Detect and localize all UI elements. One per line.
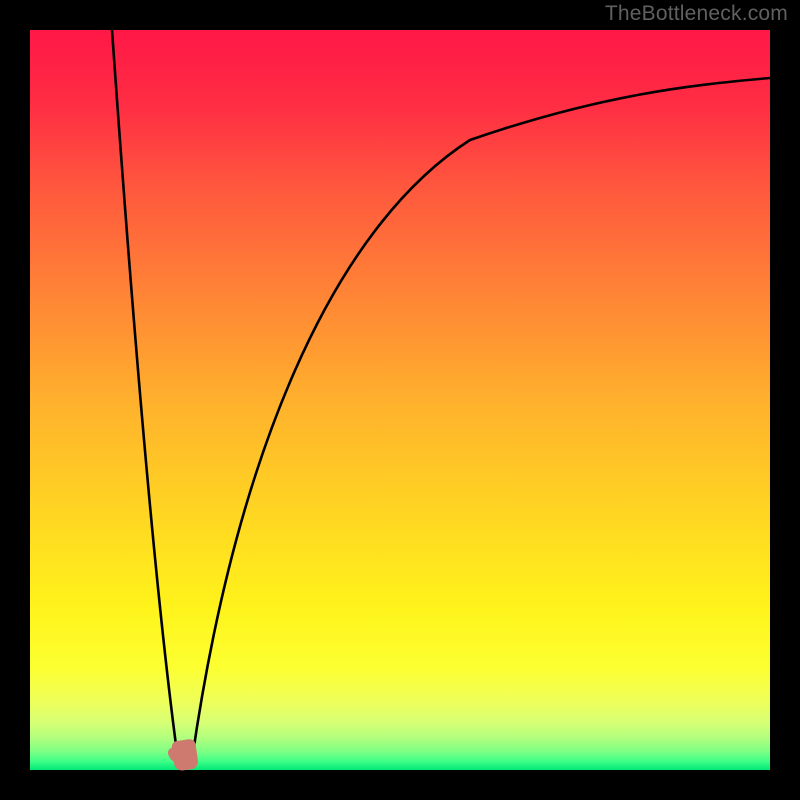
curve-left-branch bbox=[112, 30, 178, 760]
bottleneck-curve bbox=[30, 30, 770, 770]
plot-area bbox=[30, 30, 770, 770]
watermark-text: TheBottleneck.com bbox=[605, 2, 788, 26]
curve-right-branch bbox=[192, 78, 770, 760]
optimal-point-marker bbox=[171, 738, 199, 771]
figure-root: TheBottleneck.com bbox=[0, 0, 800, 800]
